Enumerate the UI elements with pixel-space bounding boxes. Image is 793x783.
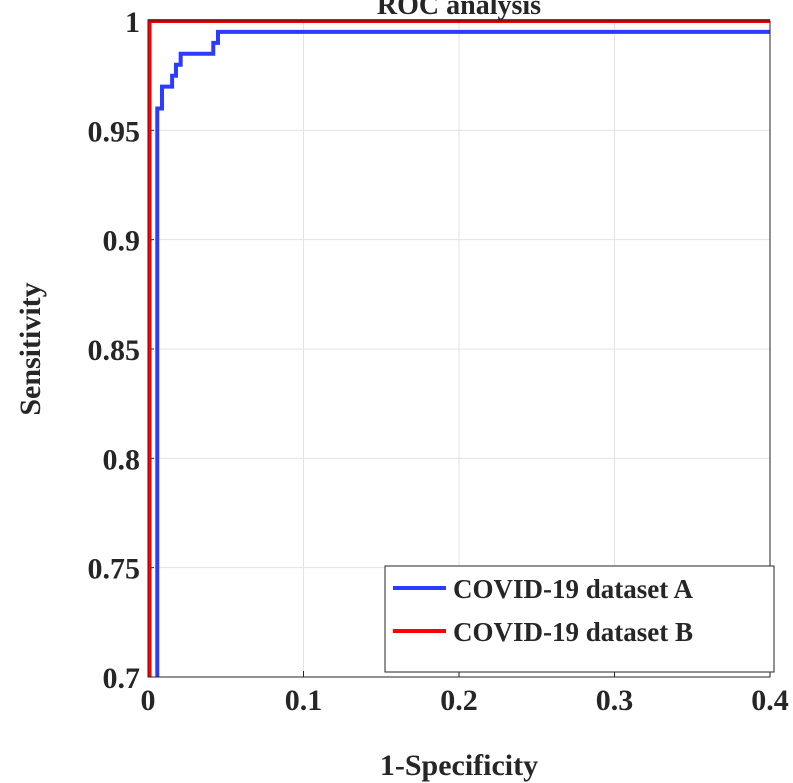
y-tick-label: 0.95: [88, 115, 141, 148]
x-tick-labels: 0 0.1 0.2 0.3 0.4: [141, 684, 789, 717]
y-tick-label: 0.9: [103, 225, 141, 258]
legend: COVID-19 dataset A COVID-19 dataset B: [384, 565, 775, 673]
y-tick-label: 0.7: [103, 662, 141, 695]
chart-title: ROC analysis: [377, 0, 541, 21]
x-tick-label: 0: [141, 684, 156, 717]
legend-box: [384, 565, 775, 673]
x-tick-label: 0.1: [285, 684, 323, 717]
y-tick-label: 0.85: [88, 334, 141, 367]
y-tick-label: 0.75: [88, 553, 141, 586]
roc-curve-a: [155, 29, 770, 677]
x-tick-label: 0.3: [596, 684, 634, 717]
x-axis-label: 1-Specificity: [380, 749, 538, 782]
x-tick-label: 0.2: [440, 684, 478, 717]
x-tick-label: 0.4: [751, 684, 789, 717]
y-tick-labels: 0.7 0.75 0.8 0.85 0.9 0.95 1: [88, 6, 141, 695]
y-tick-label: 1: [125, 6, 140, 39]
legend-label: COVID-19 dataset A: [453, 574, 693, 604]
y-tick-label: 0.8: [103, 443, 141, 476]
legend-label: COVID-19 dataset B: [453, 617, 693, 647]
plot-frame: [147, 20, 771, 678]
y-axis-label: Sensitivity: [14, 282, 47, 415]
